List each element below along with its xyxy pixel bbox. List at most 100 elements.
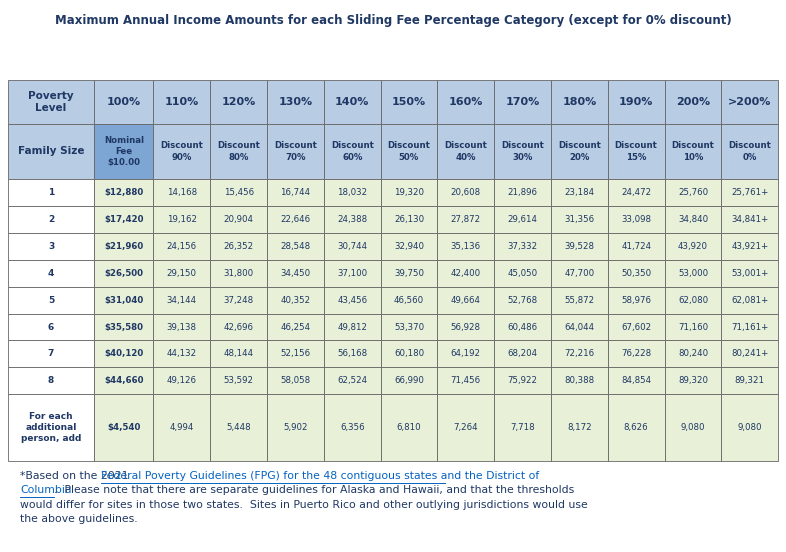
Text: 5,902: 5,902 (283, 423, 307, 432)
Bar (437, 124, 494, 179)
Text: 100%: 100% (107, 97, 141, 107)
Bar (267, 368, 324, 394)
Text: 80,388: 80,388 (564, 376, 594, 385)
Bar (437, 179, 494, 206)
Bar (664, 206, 722, 233)
Bar (324, 260, 380, 286)
Text: 26,352: 26,352 (223, 242, 254, 251)
Bar (8, 368, 94, 394)
Text: 20,608: 20,608 (450, 188, 481, 197)
Bar (94, 233, 153, 260)
Text: Columbia: Columbia (20, 485, 72, 496)
Bar (324, 124, 380, 179)
Bar (494, 233, 551, 260)
Text: 4: 4 (48, 269, 54, 278)
Bar (267, 260, 324, 286)
Bar (324, 368, 380, 394)
Text: 53,370: 53,370 (394, 322, 424, 332)
Text: 41,724: 41,724 (621, 242, 652, 251)
Bar (267, 206, 324, 233)
Bar (722, 233, 778, 260)
Text: 34,840: 34,840 (678, 215, 708, 224)
Text: Family Size: Family Size (18, 146, 84, 156)
Bar (210, 314, 267, 341)
Text: 56,928: 56,928 (451, 322, 481, 332)
Text: 53,001+: 53,001+ (731, 269, 769, 278)
Bar (210, 179, 267, 206)
Text: 71,161+: 71,161+ (731, 322, 769, 332)
Bar (210, 124, 267, 179)
Bar (267, 233, 324, 260)
Text: Discount
70%: Discount 70% (274, 141, 317, 162)
Bar (437, 206, 494, 233)
Text: 7,264: 7,264 (454, 423, 478, 432)
Text: 37,100: 37,100 (337, 269, 367, 278)
Text: 60,180: 60,180 (394, 349, 424, 358)
Text: 58,058: 58,058 (281, 376, 310, 385)
Text: Discount
30%: Discount 30% (501, 141, 544, 162)
Bar (94, 80, 153, 124)
Text: Discount
80%: Discount 80% (217, 141, 260, 162)
Bar (664, 260, 722, 286)
Bar (608, 286, 664, 314)
Bar (664, 233, 722, 260)
Text: 7,718: 7,718 (510, 423, 535, 432)
Text: 76,228: 76,228 (621, 349, 652, 358)
Text: 46,560: 46,560 (394, 296, 424, 305)
Text: 18,032: 18,032 (337, 188, 367, 197)
Bar (153, 260, 210, 286)
Text: 89,320: 89,320 (678, 376, 708, 385)
Bar (210, 394, 267, 461)
Bar (8, 314, 94, 341)
Text: 67,602: 67,602 (621, 322, 652, 332)
Bar (494, 179, 551, 206)
Bar (324, 314, 380, 341)
Text: 47,700: 47,700 (564, 269, 594, 278)
Bar (551, 179, 608, 206)
Bar (94, 179, 153, 206)
Text: 32,940: 32,940 (394, 242, 424, 251)
Bar (664, 394, 722, 461)
Bar (94, 260, 153, 286)
Bar (380, 314, 437, 341)
Bar (210, 80, 267, 124)
Bar (153, 341, 210, 368)
Bar (267, 124, 324, 179)
Text: 43,921+: 43,921+ (731, 242, 769, 251)
Text: 21,896: 21,896 (508, 188, 538, 197)
Text: would differ for sites in those two states.  Sites in Puerto Rico and other outl: would differ for sites in those two stat… (20, 500, 588, 510)
Bar (494, 341, 551, 368)
Bar (210, 206, 267, 233)
Bar (153, 286, 210, 314)
Text: 14,168: 14,168 (167, 188, 197, 197)
Bar (8, 286, 94, 314)
Text: Nominal
Fee
$10.00: Nominal Fee $10.00 (104, 136, 144, 167)
Text: 8,172: 8,172 (567, 423, 592, 432)
Text: *Based on the 2021: *Based on the 2021 (20, 471, 132, 481)
Bar (494, 260, 551, 286)
Text: 160%: 160% (449, 97, 483, 107)
Bar (551, 260, 608, 286)
Text: 49,812: 49,812 (337, 322, 367, 332)
Bar (94, 314, 153, 341)
Text: 4,994: 4,994 (170, 423, 194, 432)
Bar (551, 80, 608, 124)
Text: 8,626: 8,626 (624, 423, 648, 432)
Text: Poverty
Level: Poverty Level (28, 91, 74, 113)
Text: 31,356: 31,356 (564, 215, 594, 224)
Bar (664, 314, 722, 341)
Text: 39,750: 39,750 (394, 269, 424, 278)
Text: 6,356: 6,356 (340, 423, 365, 432)
Text: 29,614: 29,614 (508, 215, 538, 224)
Text: 66,990: 66,990 (394, 376, 424, 385)
Bar (324, 233, 380, 260)
Bar (8, 394, 94, 461)
Text: 110%: 110% (165, 97, 199, 107)
Bar (153, 124, 210, 179)
Text: 37,248: 37,248 (223, 296, 254, 305)
Text: .  Please note that there are separate guidelines for Alaska and Hawaii, and tha: . Please note that there are separate gu… (54, 485, 575, 496)
Bar (380, 80, 437, 124)
Text: 42,696: 42,696 (224, 322, 254, 332)
Bar (551, 124, 608, 179)
Bar (551, 341, 608, 368)
